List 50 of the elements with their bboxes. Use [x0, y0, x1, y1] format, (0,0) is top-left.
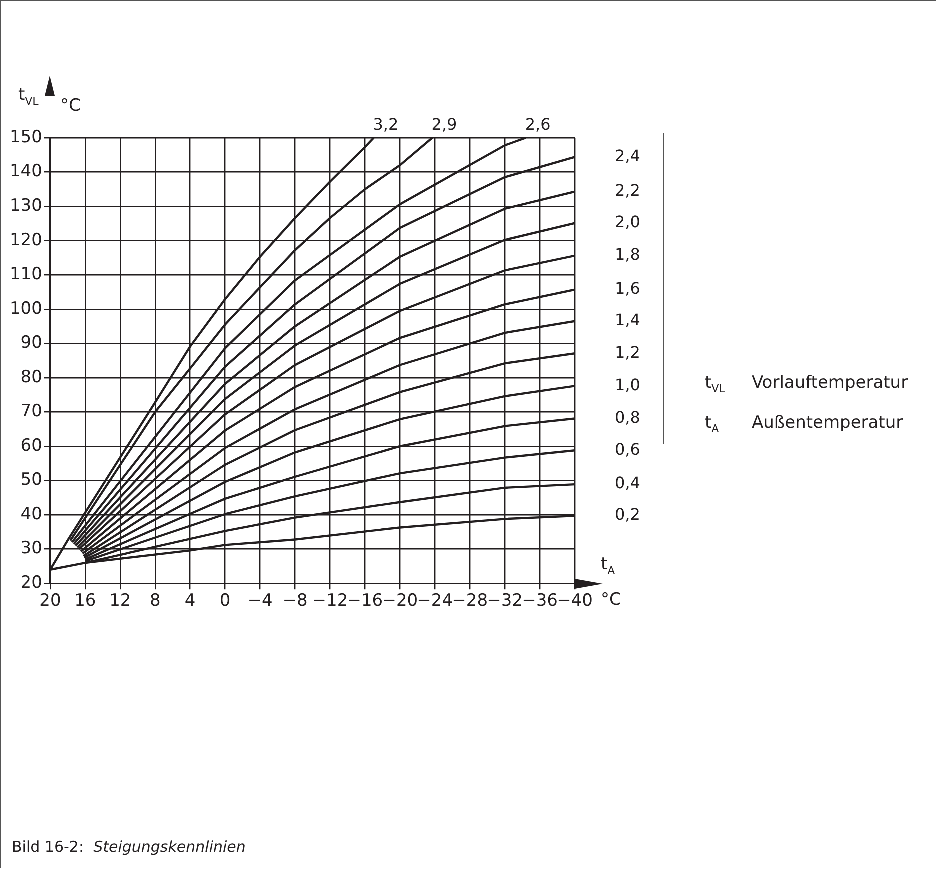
x-tick-label: −40: [557, 591, 593, 612]
x-tick-label: 4: [184, 591, 196, 612]
text: Bild 16-2: Steigungskennlinien: [12, 838, 246, 856]
y-tick-label: 20: [20, 573, 42, 594]
text: 1,0: [615, 375, 640, 394]
series-label: 3,2: [373, 115, 399, 134]
text: 1,8: [615, 245, 640, 264]
x-tick-label: −12: [312, 591, 348, 612]
text: °C: [60, 96, 81, 116]
y-tick-label: 80: [20, 367, 42, 388]
y-tick-label: 110: [10, 264, 42, 285]
text: 0,8: [615, 408, 640, 427]
text: 0,4: [615, 474, 640, 493]
y-tick-label: 90: [20, 333, 42, 354]
y-tick-label: 100: [10, 298, 42, 319]
y-tick-label: 70: [20, 402, 42, 422]
text: 1,6: [615, 279, 640, 298]
y-tick-label: 130: [10, 196, 42, 216]
text: 2,4: [615, 146, 640, 166]
x-tick-label: −24: [417, 591, 454, 612]
text: 1,2: [615, 342, 640, 362]
x-tick-label: −4: [248, 591, 273, 612]
series-label: 2,9: [432, 115, 458, 134]
y-tick-label: 30: [20, 538, 42, 559]
text: t$_{A}$ Außentemperatur: [705, 413, 904, 436]
text: 1,4: [615, 310, 640, 330]
series-label: 2,6: [525, 115, 551, 134]
y-tick-label: 150: [10, 127, 42, 148]
x-tick-label: −20: [382, 591, 418, 612]
x-tick-label: −8: [282, 591, 308, 612]
x-tick-label: 12: [110, 591, 132, 612]
x-tick-label: 0: [220, 591, 231, 612]
x-tick-label: 20: [40, 591, 62, 612]
y-tick-label: 40: [20, 504, 42, 524]
x-tick-label: −36: [522, 591, 558, 612]
y-tick-label: 120: [10, 230, 42, 250]
text: 0,2: [615, 505, 640, 524]
x-tick-label: −32: [487, 591, 524, 612]
x-tick-label: 16: [74, 591, 96, 612]
x-tick-label: −16: [347, 591, 384, 612]
text: °C: [601, 590, 622, 610]
x-tick-label: 8: [150, 591, 161, 612]
text: 2,0: [615, 212, 640, 232]
x-tick-label: −28: [452, 591, 488, 612]
text: 2,2: [615, 180, 640, 200]
y-tick-label: 60: [20, 436, 42, 456]
text: t$_{VL}$ Vorlauftemperatur: [705, 373, 908, 396]
y-tick-label: 50: [20, 470, 42, 490]
text: 0,6: [615, 440, 640, 459]
y-tick-label: 140: [10, 162, 42, 182]
